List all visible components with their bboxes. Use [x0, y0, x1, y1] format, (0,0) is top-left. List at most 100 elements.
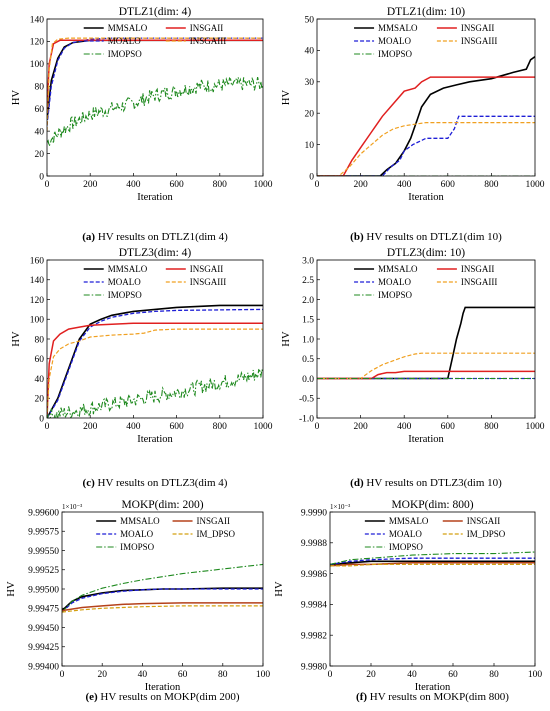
y-tick-label: 40	[35, 375, 45, 385]
chart-title: MOKP(dim: 800)	[391, 499, 473, 511]
series-line-mmsalo	[47, 304, 263, 418]
y-axis-label: HV	[11, 331, 22, 347]
y-tick-label: 2.5	[302, 276, 314, 286]
x-tick-label: 800	[213, 422, 228, 432]
x-tick-label: 400	[126, 422, 141, 432]
series-line-insgaii	[317, 76, 535, 176]
y-tick-label: 40	[35, 127, 45, 137]
series-line-insgaiii	[47, 328, 263, 418]
y-tick-label: 60	[35, 105, 45, 115]
y-tick-label: -1.0	[299, 414, 314, 424]
figure-caption: (c) HV results on DTLZ3(dim 4)	[83, 477, 228, 489]
series-line-insgaii	[330, 562, 535, 567]
x-tick-label: 40	[407, 670, 417, 680]
x-tick-label: 0	[315, 180, 320, 190]
y-tick-label: 9.99475	[28, 605, 59, 615]
y-tick-label: 9.9984	[301, 601, 327, 611]
legend-label: MMSALO	[108, 264, 148, 274]
series-line-imopso	[330, 551, 535, 565]
legend-label: MMSALO	[120, 516, 160, 526]
y-tick-label: 0.5	[302, 355, 314, 365]
figure-caption: (b) HV results on DTLZ1(dim 10)	[350, 231, 502, 243]
x-tick-label: 400	[126, 180, 141, 190]
series-line-imopso	[62, 563, 263, 613]
legend-label: INSGAII	[190, 264, 224, 274]
y-tick-label: 0.0	[302, 375, 314, 385]
series-line-moalo	[62, 588, 263, 613]
x-axis-label: Iteration	[137, 192, 173, 203]
x-tick-label: 800	[484, 422, 499, 432]
figure-caption: (a) HV results on DTLZ1(dim 4)	[82, 231, 228, 243]
y-tick-label: 20	[35, 150, 45, 160]
plot-frame	[46, 18, 264, 177]
axis-exponent: 1×10⁻³	[62, 503, 82, 511]
y-axis-label: HV	[11, 90, 22, 106]
x-axis-label: Iteration	[408, 434, 444, 445]
series-line-moalo	[317, 115, 535, 176]
y-tick-label: 9.9990	[301, 508, 327, 518]
x-tick-label: 100	[528, 670, 543, 680]
series-line-moalo	[47, 308, 263, 418]
y-tick-label: 60	[35, 355, 45, 365]
legend-label: INSGAII	[190, 23, 224, 33]
legend-label: IMOPSO	[108, 290, 143, 300]
y-tick-label: 160	[30, 256, 45, 266]
x-tick-label: 0	[60, 670, 65, 680]
y-tick-label: 20	[35, 395, 45, 405]
figure-caption: (f) HV results on MOKP(dim 800)	[356, 691, 509, 703]
y-tick-label: 9.9986	[301, 570, 327, 580]
legend-label: IM_DPSO	[467, 529, 506, 539]
y-tick-label: 9.99575	[28, 528, 59, 538]
x-tick-label: 200	[83, 422, 98, 432]
y-tick-label: 2.0	[302, 296, 314, 306]
chart-f: MOKP(dim: 800) 1×10⁻³ 0 20 40 60 80 100 9.9980 9.…	[274, 499, 542, 693]
y-tick-label: 9.9988	[301, 539, 327, 549]
chart-title: DTLZ1(dim: 10)	[387, 6, 465, 18]
y-tick-label: 10	[305, 141, 315, 151]
y-tick-label: 50	[305, 15, 315, 25]
y-tick-label: 9.9982	[301, 632, 327, 642]
y-tick-label: 30	[305, 78, 315, 88]
x-tick-label: 0	[315, 422, 320, 432]
plot-frame	[316, 18, 536, 177]
legend-label: IMOPSO	[378, 290, 413, 300]
y-axis-label: HV	[274, 581, 285, 597]
figure-caption: (e) HV results on MOKP(dim 200)	[85, 691, 239, 703]
x-tick-label: 60	[178, 670, 188, 680]
legend-label: IMOPSO	[389, 542, 424, 552]
y-tick-label: 1.0	[302, 335, 314, 345]
chart-a: DTLZ1(dim: 4) 0 200 400 600 800 1000 0 20 40 60 80 1…	[11, 6, 273, 203]
y-tick-label: 1.5	[302, 316, 314, 326]
x-tick-label: 40	[138, 670, 148, 680]
axis-exponent: 1×10⁻³	[330, 503, 350, 511]
series-line-imopso	[47, 76, 263, 149]
x-tick-label: 1000	[254, 422, 273, 432]
y-tick-label: 0	[309, 172, 314, 182]
legend-label: MOALO	[389, 529, 422, 539]
x-tick-label: 800	[484, 180, 499, 190]
series-line-insgaii	[317, 370, 535, 380]
legend-label: INSGAIII	[461, 277, 498, 287]
chart-d: DTLZ3(dim: 10) 0 200 400 600 800 1000 -1.0 -0.5 0…	[281, 247, 545, 445]
chart-title: DTLZ3(dim: 10)	[387, 247, 465, 259]
series-line-mmsalo	[317, 306, 535, 380]
chart-title: MOKP(dim: 200)	[121, 499, 203, 511]
x-tick-label: 600	[441, 422, 456, 432]
x-tick-label: 0	[45, 422, 50, 432]
plot-frame	[46, 259, 264, 419]
x-tick-label: 20	[366, 670, 376, 680]
y-tick-label: 100	[30, 60, 45, 70]
legend-label: IM_DPSO	[197, 529, 236, 539]
series-line-im_dpso	[330, 563, 535, 567]
y-tick-label: 9.99550	[28, 547, 59, 557]
y-tick-label: 120	[30, 38, 45, 48]
plot-frame	[316, 259, 536, 419]
legend-label: INSGAIII	[190, 36, 227, 46]
legend-label: MOALO	[108, 36, 141, 46]
y-tick-label: 100	[30, 316, 45, 326]
y-tick-label: 9.99525	[28, 566, 59, 576]
legend-label: INSGAII	[467, 516, 501, 526]
x-tick-label: 600	[169, 180, 184, 190]
x-tick-label: 1000	[526, 422, 545, 432]
